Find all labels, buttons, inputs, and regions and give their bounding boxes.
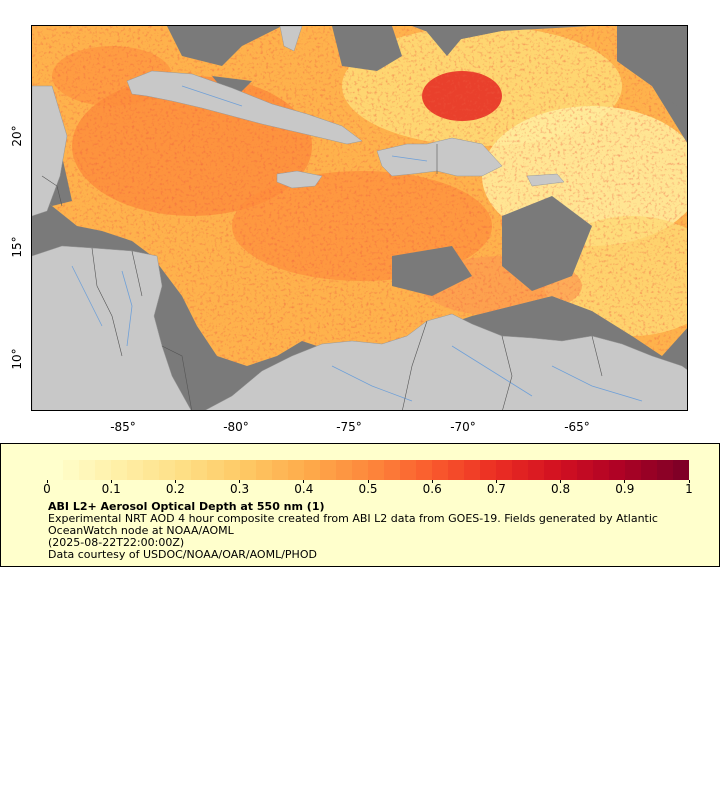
hispaniola	[376, 137, 503, 177]
colorbar-swatch	[448, 460, 465, 480]
colorbar-swatch	[207, 460, 224, 480]
colorbar-swatch	[95, 460, 112, 480]
cuba	[126, 70, 363, 145]
jamaica	[276, 170, 323, 189]
colorbar-swatch	[416, 460, 433, 480]
colorbar-swatch	[159, 460, 176, 480]
colorbar-swatch	[576, 460, 593, 480]
colorbar-swatch	[47, 460, 64, 480]
x-tick-label: -65°	[564, 420, 590, 434]
colorbar	[47, 460, 689, 480]
legend-timestamp: (2025-08-22T22:00:00Z)	[48, 536, 185, 549]
colorbar-label: 0.4	[294, 482, 314, 496]
colorbar-label: 0.5	[358, 482, 378, 496]
x-tick-label: -70°	[450, 420, 476, 434]
colorbar-swatch	[496, 460, 513, 480]
map-panel	[31, 25, 688, 411]
colorbar-label: 0.3	[230, 482, 250, 496]
colorbar-swatch	[656, 460, 673, 480]
colorbar-label: 0	[43, 482, 51, 496]
colorbar-tick	[495, 480, 497, 483]
colorbar-label: 0.2	[165, 482, 185, 496]
colorbar-swatch	[223, 460, 240, 480]
colorbar-swatch	[127, 460, 144, 480]
colorbar-swatch	[512, 460, 529, 480]
colorbar-tick	[174, 480, 176, 483]
x-tick-label: -75°	[336, 420, 362, 434]
colorbar-swatch	[640, 460, 657, 480]
colorbar-label: 0.9	[615, 482, 635, 496]
colorbar-swatch	[672, 460, 689, 480]
colorbar-label: 1	[685, 482, 693, 496]
colorbar-label: 0.7	[486, 482, 506, 496]
colorbar-tick	[431, 480, 433, 483]
colorbar-swatch	[480, 460, 497, 480]
y-tick-label: 15°	[10, 236, 24, 258]
colorbar-swatch	[239, 460, 256, 480]
colorbar-swatch	[271, 460, 288, 480]
colorbar-swatch	[111, 460, 128, 480]
colorbar-swatch	[191, 460, 208, 480]
y-tick-label: 20°	[10, 125, 24, 147]
legend-title: ABI L2+ Aerosol Optical Depth at 550 nm …	[48, 500, 325, 513]
colorbar-swatch	[400, 460, 417, 480]
yucatan	[32, 85, 68, 217]
colorbar-swatch	[63, 460, 80, 480]
colorbar-swatch	[287, 460, 304, 480]
y-tick-label: 10°	[10, 348, 24, 370]
colorbar-swatch	[255, 460, 272, 480]
colorbar-swatch	[560, 460, 577, 480]
colorbar-swatch	[383, 460, 401, 480]
colorbar-label: 0.8	[551, 482, 571, 496]
colorbar-swatch	[544, 460, 561, 480]
bahamas	[279, 26, 303, 52]
rivers	[71, 85, 643, 402]
colorbar-tick	[46, 480, 48, 483]
colorbar-swatch	[367, 460, 384, 480]
aod-map	[32, 26, 687, 410]
colorbar-swatch	[319, 460, 336, 480]
colorbar-tick	[688, 480, 690, 483]
colorbar-swatch	[464, 460, 481, 480]
colorbar-swatch	[303, 460, 320, 480]
south-america	[205, 313, 687, 410]
colorbar-tick	[239, 480, 241, 483]
colorbar-label: 0.6	[422, 482, 442, 496]
colorbar-tick	[560, 480, 562, 483]
land-masses	[32, 26, 687, 410]
borders	[41, 144, 603, 410]
central-america	[32, 245, 192, 410]
colorbar-swatch	[143, 460, 160, 480]
colorbar-tick	[624, 480, 626, 483]
colorbar-swatch	[432, 460, 449, 480]
colorbar-label: 0.1	[101, 482, 121, 496]
colorbar-swatch	[624, 460, 641, 480]
x-tick-label: -80°	[223, 420, 249, 434]
colorbar-swatch	[528, 460, 545, 480]
no-data-holes	[32, 26, 687, 296]
puerto-rico	[526, 173, 565, 187]
colorbar-swatch	[608, 460, 625, 480]
colorbar-tick	[303, 480, 305, 483]
x-tick-label: -85°	[110, 420, 136, 434]
legend-description: Experimental NRT AOD 4 hour composite cr…	[48, 512, 658, 537]
colorbar-swatch	[79, 460, 96, 480]
colorbar-tick	[367, 480, 369, 483]
colorbar-swatch	[175, 460, 192, 480]
colorbar-swatch	[351, 460, 368, 480]
colorbar-swatch	[335, 460, 352, 480]
colorbar-tick	[110, 480, 112, 483]
legend-credit: Data courtesy of USDOC/NOAA/OAR/AOML/PHO…	[48, 548, 317, 561]
colorbar-swatch	[592, 460, 609, 480]
